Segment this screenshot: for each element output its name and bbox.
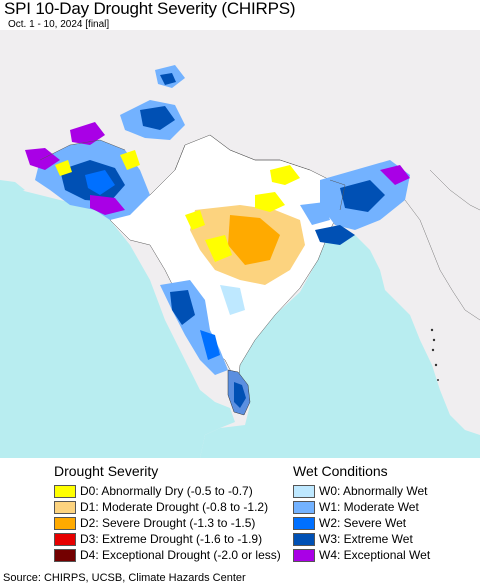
legend-item-w0: W0: Abnormally Wet (293, 484, 427, 498)
legend-item-w2: W2: Severe Wet (293, 516, 406, 530)
source-credit: Source: CHIRPS, UCSB, Climate Hazards Ce… (3, 572, 246, 584)
legend-item-d0: D0: Abnormally Dry (-0.5 to -0.7) (54, 484, 253, 498)
wet-legend-heading: Wet Conditions (293, 463, 388, 479)
legend-swatch-d1 (54, 500, 76, 514)
legend-label-d2: D2: Severe Drought (-1.3 to -1.5) (80, 516, 256, 530)
legend-swatch-w2 (293, 516, 315, 530)
legend-label-w0: W0: Abnormally Wet (319, 484, 428, 498)
legend-label-d0: D0: Abnormally Dry (-0.5 to -0.7) (80, 484, 253, 498)
legend-label-w4: W4: Exceptional Wet (319, 548, 431, 562)
legend-item-d3: D3: Extreme Drought (-1.6 to -1.9) (54, 532, 262, 546)
legend-label-w3: W3: Extreme Wet (319, 532, 413, 546)
legend-label-d1: D1: Moderate Drought (-0.8 to -1.2) (80, 500, 269, 514)
legend-item-w4: W4: Exceptional Wet (293, 548, 430, 562)
legend-swatch-w0 (293, 484, 315, 498)
arabian-sea (0, 188, 235, 458)
map-subtitle: Oct. 1 - 10, 2024 [final] (8, 19, 110, 30)
legend-swatch-d2 (54, 516, 76, 530)
legend-label-d4: D4: Exceptional Drought (-2.0 or less) (80, 548, 281, 562)
legend-swatch-d0 (54, 484, 76, 498)
legend-swatch-w3 (293, 532, 315, 546)
legend-label-w2: W2: Severe Wet (319, 516, 407, 530)
legend-swatch-d4 (54, 548, 76, 562)
legend-swatch-w1 (293, 500, 315, 514)
legend-item-d4: D4: Exceptional Drought (-2.0 or less) (54, 548, 281, 562)
legend-item-d2: D2: Severe Drought (-1.3 to -1.5) (54, 516, 255, 530)
legend-swatch-w4 (293, 548, 315, 562)
legend-swatch-d3 (54, 532, 76, 546)
map-title: SPI 10-Day Drought Severity (CHIRPS) (4, 0, 296, 18)
legend-label-d3: D3: Extreme Drought (-1.6 to -1.9) (80, 532, 263, 546)
drought-legend-heading: Drought Severity (54, 463, 159, 479)
legend-item-w3: W3: Extreme Wet (293, 532, 413, 546)
gulf-of-oman (0, 180, 25, 195)
legend-item-d1: D1: Moderate Drought (-0.8 to -1.2) (54, 500, 268, 514)
drought-map (0, 30, 480, 458)
bay-of-bengal (200, 230, 480, 458)
legend-item-w1: W1: Moderate Wet (293, 500, 419, 514)
legend-label-w1: W1: Moderate Wet (319, 500, 419, 514)
